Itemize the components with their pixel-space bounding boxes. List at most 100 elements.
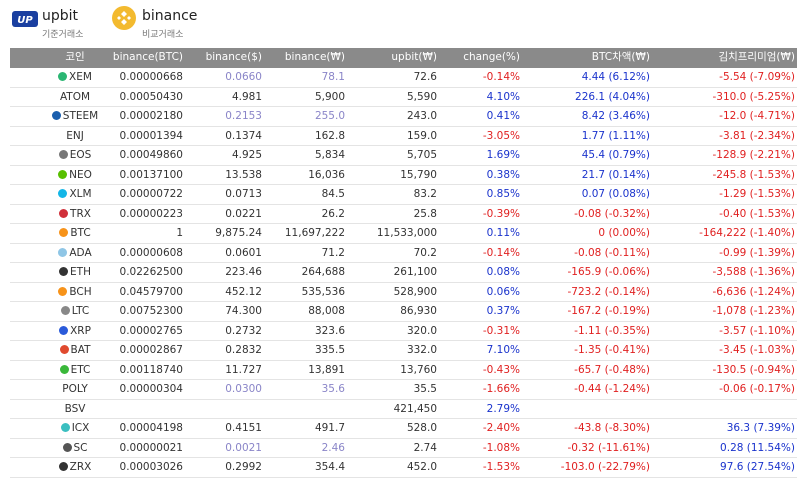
kimchi-premium-cell: -128.9 (-2.21%) — [712, 146, 795, 165]
cell-text: 9,875.24 — [215, 227, 262, 239]
binance-usd-cell: 0.4151 — [225, 419, 262, 438]
cell-text: XEM — [69, 71, 92, 83]
cell-text: -310.0 (-5.25%) — [712, 90, 795, 103]
binance-krw-cell: 255.0 — [315, 107, 345, 126]
coin-cell: TRX — [10, 205, 140, 224]
binance-btc-cell: 0.00000304 — [120, 380, 183, 399]
upbit-krw-cell: 13,760 — [400, 361, 437, 380]
coin-icon — [60, 423, 70, 432]
binance-btc-cell: 0.02262500 — [120, 263, 183, 282]
upbit-name: upbit — [42, 8, 79, 24]
binance-krw-cell: 354.4 — [315, 458, 345, 477]
kimchi-premium-cell: -164,222 (-1.40%) — [699, 224, 795, 243]
coin-cell: XLM — [10, 185, 140, 204]
kimchi-premium-cell: -12.0 (-4.71%) — [719, 107, 795, 126]
cell-text: 421,450 — [393, 402, 437, 415]
cell-text: 0.1374 — [225, 129, 262, 142]
upbit-krw-cell: 5,705 — [407, 146, 437, 165]
coin-row: EOS 0.00049860 4.925 5,834 5,705 1.69% 45.4 (0… — [10, 146, 797, 166]
upbit-krw-cell: 528.0 — [407, 419, 437, 438]
btc-diff-cell: -1.11 (-0.35%) — [574, 322, 650, 341]
cell-text: 1.77 (1.11%) — [581, 129, 650, 142]
cell-text: 0.4151 — [225, 422, 262, 434]
upbit-krw-cell: 452.0 — [407, 458, 437, 477]
btc-diff-cell: 226.1 (4.04%) — [575, 88, 650, 107]
cell-text: 35.5 — [413, 383, 437, 395]
cell-text: STEEM — [62, 110, 99, 122]
kimchi-premium-cell: -0.40 (-1.53%) — [719, 205, 795, 224]
kimchi-premium-cell: -0.99 (-1.39%) — [719, 244, 795, 263]
binance-usd-cell: 4.981 — [232, 88, 262, 107]
coin-cell: STEEM — [10, 107, 140, 126]
binance-krw-cell: 78.1 — [322, 68, 345, 87]
cell-text: 5,834 — [314, 149, 345, 161]
coin-cell: ETC — [10, 361, 140, 380]
change-cell: 4.10% — [487, 88, 520, 107]
kimchi-premium-cell: -6,636 (-1.24%) — [712, 283, 795, 302]
cell-text: 0.00050430 — [119, 90, 183, 103]
upbit-role: 기준거래소 — [42, 30, 84, 40]
binance-krw-cell: 13,891 — [308, 361, 345, 380]
cell-text: 0.00049860 — [119, 149, 183, 161]
svg-text:UP: UP — [17, 15, 33, 26]
coin-icon — [62, 442, 72, 452]
change-cell: -1.66% — [483, 380, 520, 399]
binance-usd-cell: 452.12 — [225, 283, 262, 302]
upbit-logo[interactable]: UP upbit 기준거래소 — [12, 6, 102, 40]
binance-btc-cell: 0.00003026 — [120, 458, 183, 477]
cell-text: 45.4 (0.79%) — [581, 149, 650, 161]
column-header: upbit(₩) — [391, 51, 437, 63]
cell-text: -164,222 (-1.40%) — [699, 227, 795, 239]
cell-text: -3,588 (-1.36%) — [712, 266, 795, 278]
binance-btc-cell: 0.00118740 — [120, 361, 183, 380]
cell-text: 0.00000021 — [119, 441, 183, 454]
binance-usd-cell: 0.0221 — [225, 205, 262, 224]
change-cell: 1.69% — [487, 146, 520, 165]
binance-logo[interactable]: binance 비교거래소 — [112, 6, 212, 40]
binance-btc-cell: 0.00000722 — [120, 185, 183, 204]
binance-icon — [112, 6, 136, 30]
coin-row: ICX 0.00004198 0.4151 491.7 528.0 -2.40% -43.8… — [10, 419, 797, 439]
cell-text: -1,078 (-1.23%) — [712, 305, 795, 317]
cell-text: 0.00118740 — [119, 363, 183, 376]
btc-diff-cell: 21.7 (0.14%) — [582, 166, 650, 185]
cell-text: -3.57 (-1.10%) — [719, 324, 795, 337]
coin-row: ZRX 0.00003026 0.2992 354.4 452.0 -1.53% -103.… — [10, 458, 797, 478]
column-header: BTC차액(₩) — [591, 51, 650, 63]
binance-krw-cell: 162.8 — [315, 127, 345, 146]
coin-row: XRP 0.00002765 0.2732 323.6 320.0 -0.31% -1.11… — [10, 322, 797, 341]
upbit-krw-cell: 421,450 — [394, 400, 437, 419]
change-cell: -3.05% — [483, 127, 520, 146]
cell-text: 535,536 — [301, 285, 345, 298]
cell-text: 5,705 — [406, 149, 437, 161]
cell-text: 4.981 — [231, 90, 262, 103]
btc-diff-cell: -723.2 (-0.14%) — [567, 283, 650, 302]
coin-cell: ADA — [10, 244, 140, 263]
coin-icon — [59, 325, 69, 335]
cell-text: SC — [73, 441, 88, 454]
binance-krw-cell: 5,834 — [315, 146, 345, 165]
btc-diff-cell: 4.44 (6.12%) — [582, 68, 650, 87]
cell-text: 36.3 (7.39%) — [726, 422, 795, 434]
upbit-krw-cell: 243.0 — [407, 107, 437, 126]
column-header: binance(₩) — [284, 51, 345, 63]
change-cell: 0.06% — [487, 283, 520, 302]
binance-btc-cell: 0.00000668 — [120, 68, 183, 87]
coin-cell: XEM — [10, 68, 140, 87]
cell-text: -3.45 (-1.03%) — [719, 344, 795, 356]
cell-text: BCH — [69, 285, 92, 298]
coin-row: BAT 0.00002867 0.2832 335.5 332.0 7.10% -1.35 … — [10, 341, 797, 361]
coin-icon — [58, 150, 68, 159]
cell-text: 21.7 (0.14%) — [581, 168, 650, 181]
column-header: 김치프리미엄(₩) — [718, 51, 795, 63]
change-cell: -0.43% — [483, 361, 520, 380]
binance-btc-cell: 0.00002867 — [120, 341, 183, 360]
coin-row: ETH 0.02262500 223.46 264,688 261,100 0.08% -1… — [10, 263, 797, 283]
coin-icon — [60, 306, 70, 315]
binance-usd-cell: 74.300 — [225, 302, 262, 321]
kimchi-premium-cell: -3,588 (-1.36%) — [712, 263, 795, 282]
coin-icon — [59, 208, 69, 218]
cell-text: 0.00003026 — [119, 461, 183, 473]
cell-text: -103.0 (-22.79%) — [560, 461, 650, 473]
